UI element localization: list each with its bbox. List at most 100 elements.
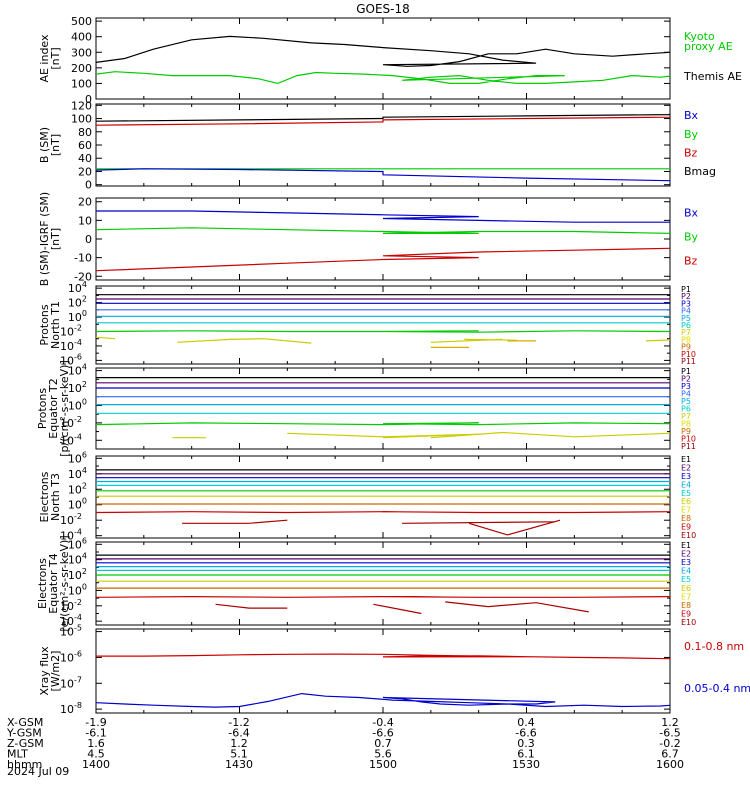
series-line-0: [96, 653, 670, 662]
series-line-8: [96, 595, 670, 598]
legend-entry: P9: [681, 343, 691, 352]
orbit-value: -6.1: [85, 727, 106, 740]
y-tick-label: 104: [68, 363, 87, 378]
y-tick-label: 102: [68, 481, 87, 496]
legend-entry: P9: [681, 427, 691, 436]
y-tick-label: 20: [78, 165, 92, 178]
legend-entry: E1: [681, 455, 691, 464]
y-tick-label: 104: [68, 466, 87, 481]
tick-exponent: 0: [82, 582, 87, 591]
y-tick-label: 100: [68, 309, 87, 324]
series-line-7: [430, 431, 670, 439]
tick-base: 10: [60, 340, 74, 353]
series-line-7: [96, 336, 116, 340]
panel-frame: [95, 455, 671, 539]
y-axis-label: Equator T4: [47, 553, 60, 613]
y-tick-label: -20: [74, 270, 92, 283]
tick-base: 10: [60, 326, 74, 339]
legend-entry: P7: [681, 412, 691, 421]
panel-frame: [95, 541, 671, 626]
y-tick-label: 100: [68, 497, 87, 512]
orbit-value: -6.5: [659, 727, 680, 740]
y-tick-label: 0: [85, 93, 92, 106]
orbit-value: 1.2: [661, 716, 679, 729]
tick-base: 10: [60, 626, 74, 639]
y-axis-label: Electrons: [38, 471, 51, 522]
tick-base: 10: [68, 554, 82, 567]
y-axis-label: [p/(cm²-s-sr-keV)]: [58, 360, 71, 457]
tick-exponent: 4: [82, 363, 87, 372]
series-line-0: [96, 113, 670, 122]
orbit-value: 4.5: [87, 748, 105, 761]
orbit-value: -0.4: [372, 716, 393, 729]
y-tick-label: 10: [78, 214, 92, 227]
orbit-row-label: X-GSM: [7, 716, 43, 729]
y-tick-label: 106: [68, 536, 87, 551]
series-group: [96, 469, 670, 536]
series-group: [96, 554, 670, 615]
orbit-value: -0.2: [659, 737, 680, 750]
legend-entry: E6: [681, 584, 691, 593]
tick-base: 10: [60, 417, 74, 430]
tick-exponent: -6: [74, 649, 82, 658]
y-axis-label: Protons: [36, 388, 49, 429]
series-group: [96, 35, 670, 85]
legend-entry: P10: [681, 350, 696, 359]
tick-base: 10: [60, 354, 74, 367]
tick-base: 10: [60, 651, 74, 664]
tick-base: 10: [68, 452, 82, 465]
y-tick-label: 10-4: [60, 432, 82, 447]
legend-entry: P8: [681, 335, 691, 344]
orbit-value: -6.4: [228, 727, 249, 740]
orbit-value: 1430: [225, 758, 253, 771]
legend-entry: P2: [681, 375, 691, 384]
legend-entry: E8: [681, 514, 691, 523]
tick-exponent: 4: [82, 280, 87, 289]
tick-base: 10: [68, 365, 82, 378]
y-axis-label: Equator T2: [47, 378, 60, 438]
y-tick-label: 104: [68, 280, 87, 295]
y-tick-label: 40: [78, 152, 92, 165]
y-tick-label: 10-5: [60, 624, 82, 639]
tick-exponent: -7: [74, 675, 82, 684]
series-group: [96, 653, 670, 708]
legend-entry: E3: [681, 558, 691, 567]
y-axis-label: Electrons: [36, 558, 49, 609]
tick-exponent: -2: [74, 324, 82, 333]
y-tick-label: 102: [68, 567, 87, 582]
legend-entry: Bz: [684, 255, 698, 268]
y-tick-label: 80: [78, 126, 92, 139]
tick-base: 10: [68, 569, 82, 582]
series-line-8: [96, 511, 670, 514]
date-label: 2024 Jul 09: [7, 765, 69, 778]
legend-entry: E7: [681, 506, 691, 515]
legend-entry: P6: [681, 405, 691, 414]
y-tick-label: 10-8: [60, 701, 82, 716]
orbit-value: -6.6: [515, 727, 536, 740]
orbit-row-label: Z-GSM: [7, 737, 44, 750]
y-tick-label: 0: [85, 233, 92, 246]
y-tick-label: 100: [68, 397, 87, 412]
y-tick-label: 10-4: [60, 338, 82, 353]
legend-entry: P5: [681, 314, 691, 323]
series-line-3: [96, 168, 670, 184]
legend-entry: E9: [681, 523, 691, 532]
series-line-7: [464, 338, 517, 341]
tick-base: 10: [60, 434, 74, 447]
tick-exponent: -6: [74, 352, 82, 361]
orbit-row-label: Y-GSM: [6, 727, 42, 740]
tick-exponent: -2: [74, 512, 82, 521]
orbit-value: 6.7: [661, 748, 679, 761]
series-line-9: [215, 603, 288, 609]
panel-frame: [95, 628, 671, 714]
y-tick-label: 10-2: [60, 512, 82, 527]
legend-entry: P11: [681, 442, 696, 451]
series-line-0: [96, 210, 670, 225]
series-group: [96, 210, 670, 272]
series-line-6: [96, 422, 670, 426]
legend-entry: Bmag: [684, 165, 716, 178]
orbit-value: -1.9: [85, 716, 106, 729]
